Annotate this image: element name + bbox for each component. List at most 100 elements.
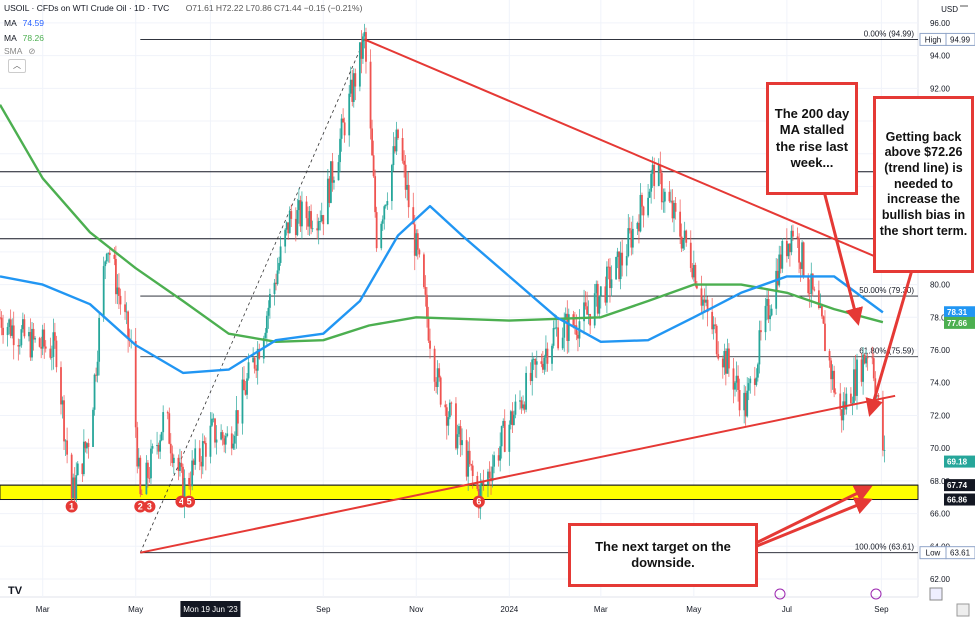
candle-body [860, 359, 863, 382]
candle-body [830, 360, 832, 380]
candle-body [714, 324, 717, 326]
candle-body [317, 221, 320, 231]
candle-body [596, 283, 599, 314]
candle-body [609, 266, 611, 289]
ma-annotation: The 200 day MA stalled the rise last wee… [767, 83, 857, 194]
ma-slow-legend[interactable]: MA 78.26 [4, 33, 44, 43]
candle-body [670, 200, 672, 202]
candle-body [339, 138, 341, 163]
candle-body [610, 279, 613, 289]
candle-body [651, 164, 654, 174]
price-tag [944, 316, 975, 329]
ma-slow-label: MA [4, 33, 17, 43]
sma-label: SMA [4, 46, 22, 56]
candle-body [599, 286, 602, 296]
price-tag-prefix-text: Low [926, 549, 941, 558]
candle-body [363, 32, 366, 37]
candle-body [294, 218, 297, 236]
candle-body [224, 435, 227, 445]
candle-body [512, 414, 515, 425]
candle-body [796, 236, 799, 239]
candle-body [214, 418, 216, 443]
candle-body [0, 317, 1, 319]
x-tick-label: Jul [782, 605, 792, 614]
candle-body [520, 400, 523, 409]
candle-body [500, 426, 503, 447]
candle-body [360, 42, 363, 59]
candle-body [625, 256, 628, 266]
ma-fast-legend[interactable]: MA 74.59 [4, 18, 44, 28]
price-tag-prefix-text: High [925, 35, 941, 44]
candle-body [92, 409, 94, 447]
candle-body [545, 348, 547, 358]
candle-body [209, 425, 212, 457]
candle-body [785, 241, 788, 257]
candle-body [391, 165, 393, 202]
candle-body [862, 354, 865, 382]
swing-low-label: 3 [147, 501, 152, 511]
candle-body [546, 348, 549, 364]
candle-body [86, 443, 88, 449]
candle-body [179, 462, 181, 471]
sma-legend[interactable]: SMA ⊘ [4, 46, 35, 57]
candle-body [50, 356, 53, 358]
collapse-legend-button[interactable]: ︿ [8, 59, 26, 73]
candle-body [523, 404, 526, 410]
candle-body [241, 379, 244, 424]
candle-body [6, 326, 9, 336]
x-tick-label: Sep [316, 605, 331, 614]
candle-body [127, 311, 129, 339]
candle-body [810, 273, 813, 294]
candle-body [11, 325, 14, 336]
candle-body [444, 404, 447, 408]
event-marker-icon[interactable] [870, 588, 882, 600]
candle-body [465, 440, 468, 477]
candle-body [598, 295, 601, 314]
candle-body [23, 319, 26, 337]
x-tick-label: May [686, 605, 701, 614]
tradingview-logo-icon: TV [8, 585, 23, 597]
candle-body [203, 441, 206, 443]
candle-body [171, 453, 174, 464]
candle-body [191, 460, 194, 487]
swing-low-label: 5 [187, 497, 192, 507]
candle-body [316, 228, 319, 231]
fib-level-label: 0.00% (94.99) [864, 29, 915, 38]
candle-body [509, 411, 512, 425]
candle-body [737, 375, 739, 391]
chart-settings-gear-icon[interactable] [956, 603, 970, 617]
candle-body [567, 314, 570, 341]
candle-body [723, 351, 726, 368]
hidden-eye-icon[interactable]: ⊘ [28, 46, 36, 56]
candle-body [412, 207, 415, 225]
candle-body [461, 440, 463, 446]
candle-body [660, 173, 663, 203]
candle-body [779, 254, 782, 269]
candle-body [587, 313, 590, 315]
candle-body [746, 390, 749, 417]
candle-body [12, 325, 15, 346]
candle-body [522, 404, 524, 409]
scroll-to-realtime-button[interactable] [929, 587, 943, 601]
candle-body [148, 477, 151, 479]
candle-body [233, 435, 236, 444]
candle-body [801, 242, 804, 269]
candle-body [808, 293, 811, 294]
candle-body [284, 229, 287, 247]
candle-body [426, 294, 428, 318]
y-tick-label: 72.00 [930, 411, 951, 420]
candle-body [839, 393, 842, 410]
event-marker-icon[interactable] [774, 588, 786, 600]
candle-body [695, 285, 698, 289]
x-tick-label: Mar [36, 605, 50, 614]
candle-body [108, 252, 111, 255]
candle-body [55, 340, 58, 368]
candle-body [872, 358, 875, 379]
candle-body [418, 249, 421, 255]
swing-low-label: 2 [138, 501, 143, 511]
price-tag-text: 63.61 [950, 549, 971, 558]
candle-body [566, 313, 569, 341]
candle-body [834, 392, 837, 394]
candle-body [511, 411, 514, 425]
candle-body [81, 463, 84, 475]
